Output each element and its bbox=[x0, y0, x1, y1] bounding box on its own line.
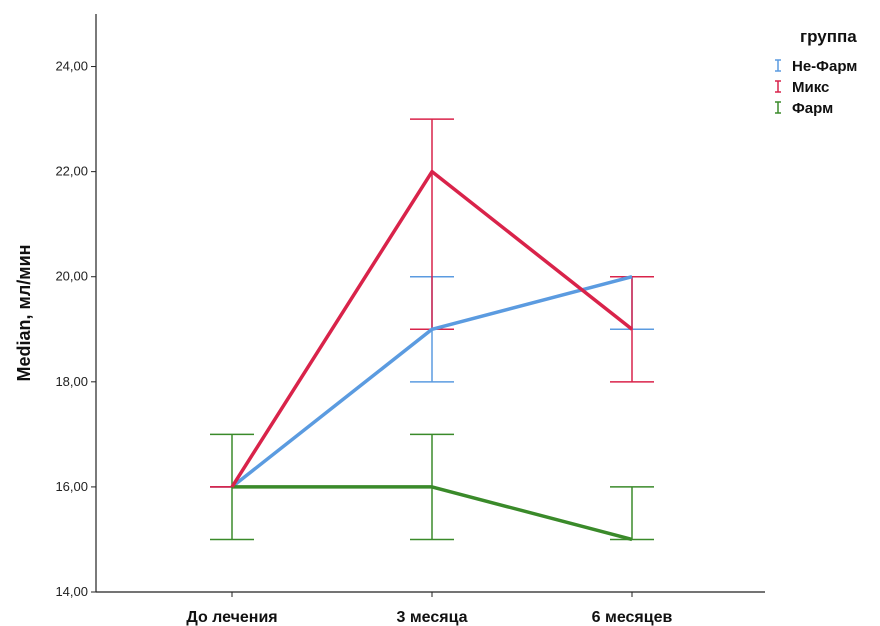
error-bar bbox=[610, 486, 654, 541]
series-lines bbox=[230, 169, 634, 542]
series-line bbox=[230, 169, 634, 488]
y-tick-label: 18,00 bbox=[55, 374, 88, 389]
y-tick-label: 14,00 bbox=[55, 584, 88, 599]
x-category-label: 6 месяцев bbox=[592, 609, 673, 626]
x-category-label: 3 месяца bbox=[396, 609, 467, 626]
legend-item: Микс bbox=[775, 79, 829, 96]
error-bar bbox=[410, 118, 454, 331]
series-line bbox=[232, 485, 633, 542]
axes bbox=[95, 14, 765, 593]
legend: группа Не-Фарм Микс Фарм bbox=[775, 27, 857, 117]
y-tick-label: 24,00 bbox=[55, 59, 88, 74]
series-line bbox=[230, 275, 633, 489]
y-axis-title: Median, мл/мин bbox=[14, 244, 34, 381]
legend-label: Не-Фарм bbox=[792, 58, 857, 75]
legend-item: Фарм bbox=[775, 100, 833, 117]
x-category-label: До лечения bbox=[186, 609, 277, 626]
y-tick-label: 20,00 bbox=[55, 269, 88, 284]
legend-title: группа bbox=[800, 27, 857, 46]
legend-label: Микс bbox=[792, 79, 829, 96]
y-ticks: 14,00 16,00 18,00 20,00 22,00 24,00 bbox=[55, 59, 96, 599]
y-tick-label: 22,00 bbox=[55, 164, 88, 179]
legend-label: Фарм bbox=[792, 100, 833, 117]
x-ticks: До лечения 3 месяца 6 месяцев bbox=[186, 592, 673, 626]
legend-item: Не-Фарм bbox=[775, 58, 857, 75]
y-tick-label: 16,00 bbox=[55, 479, 88, 494]
